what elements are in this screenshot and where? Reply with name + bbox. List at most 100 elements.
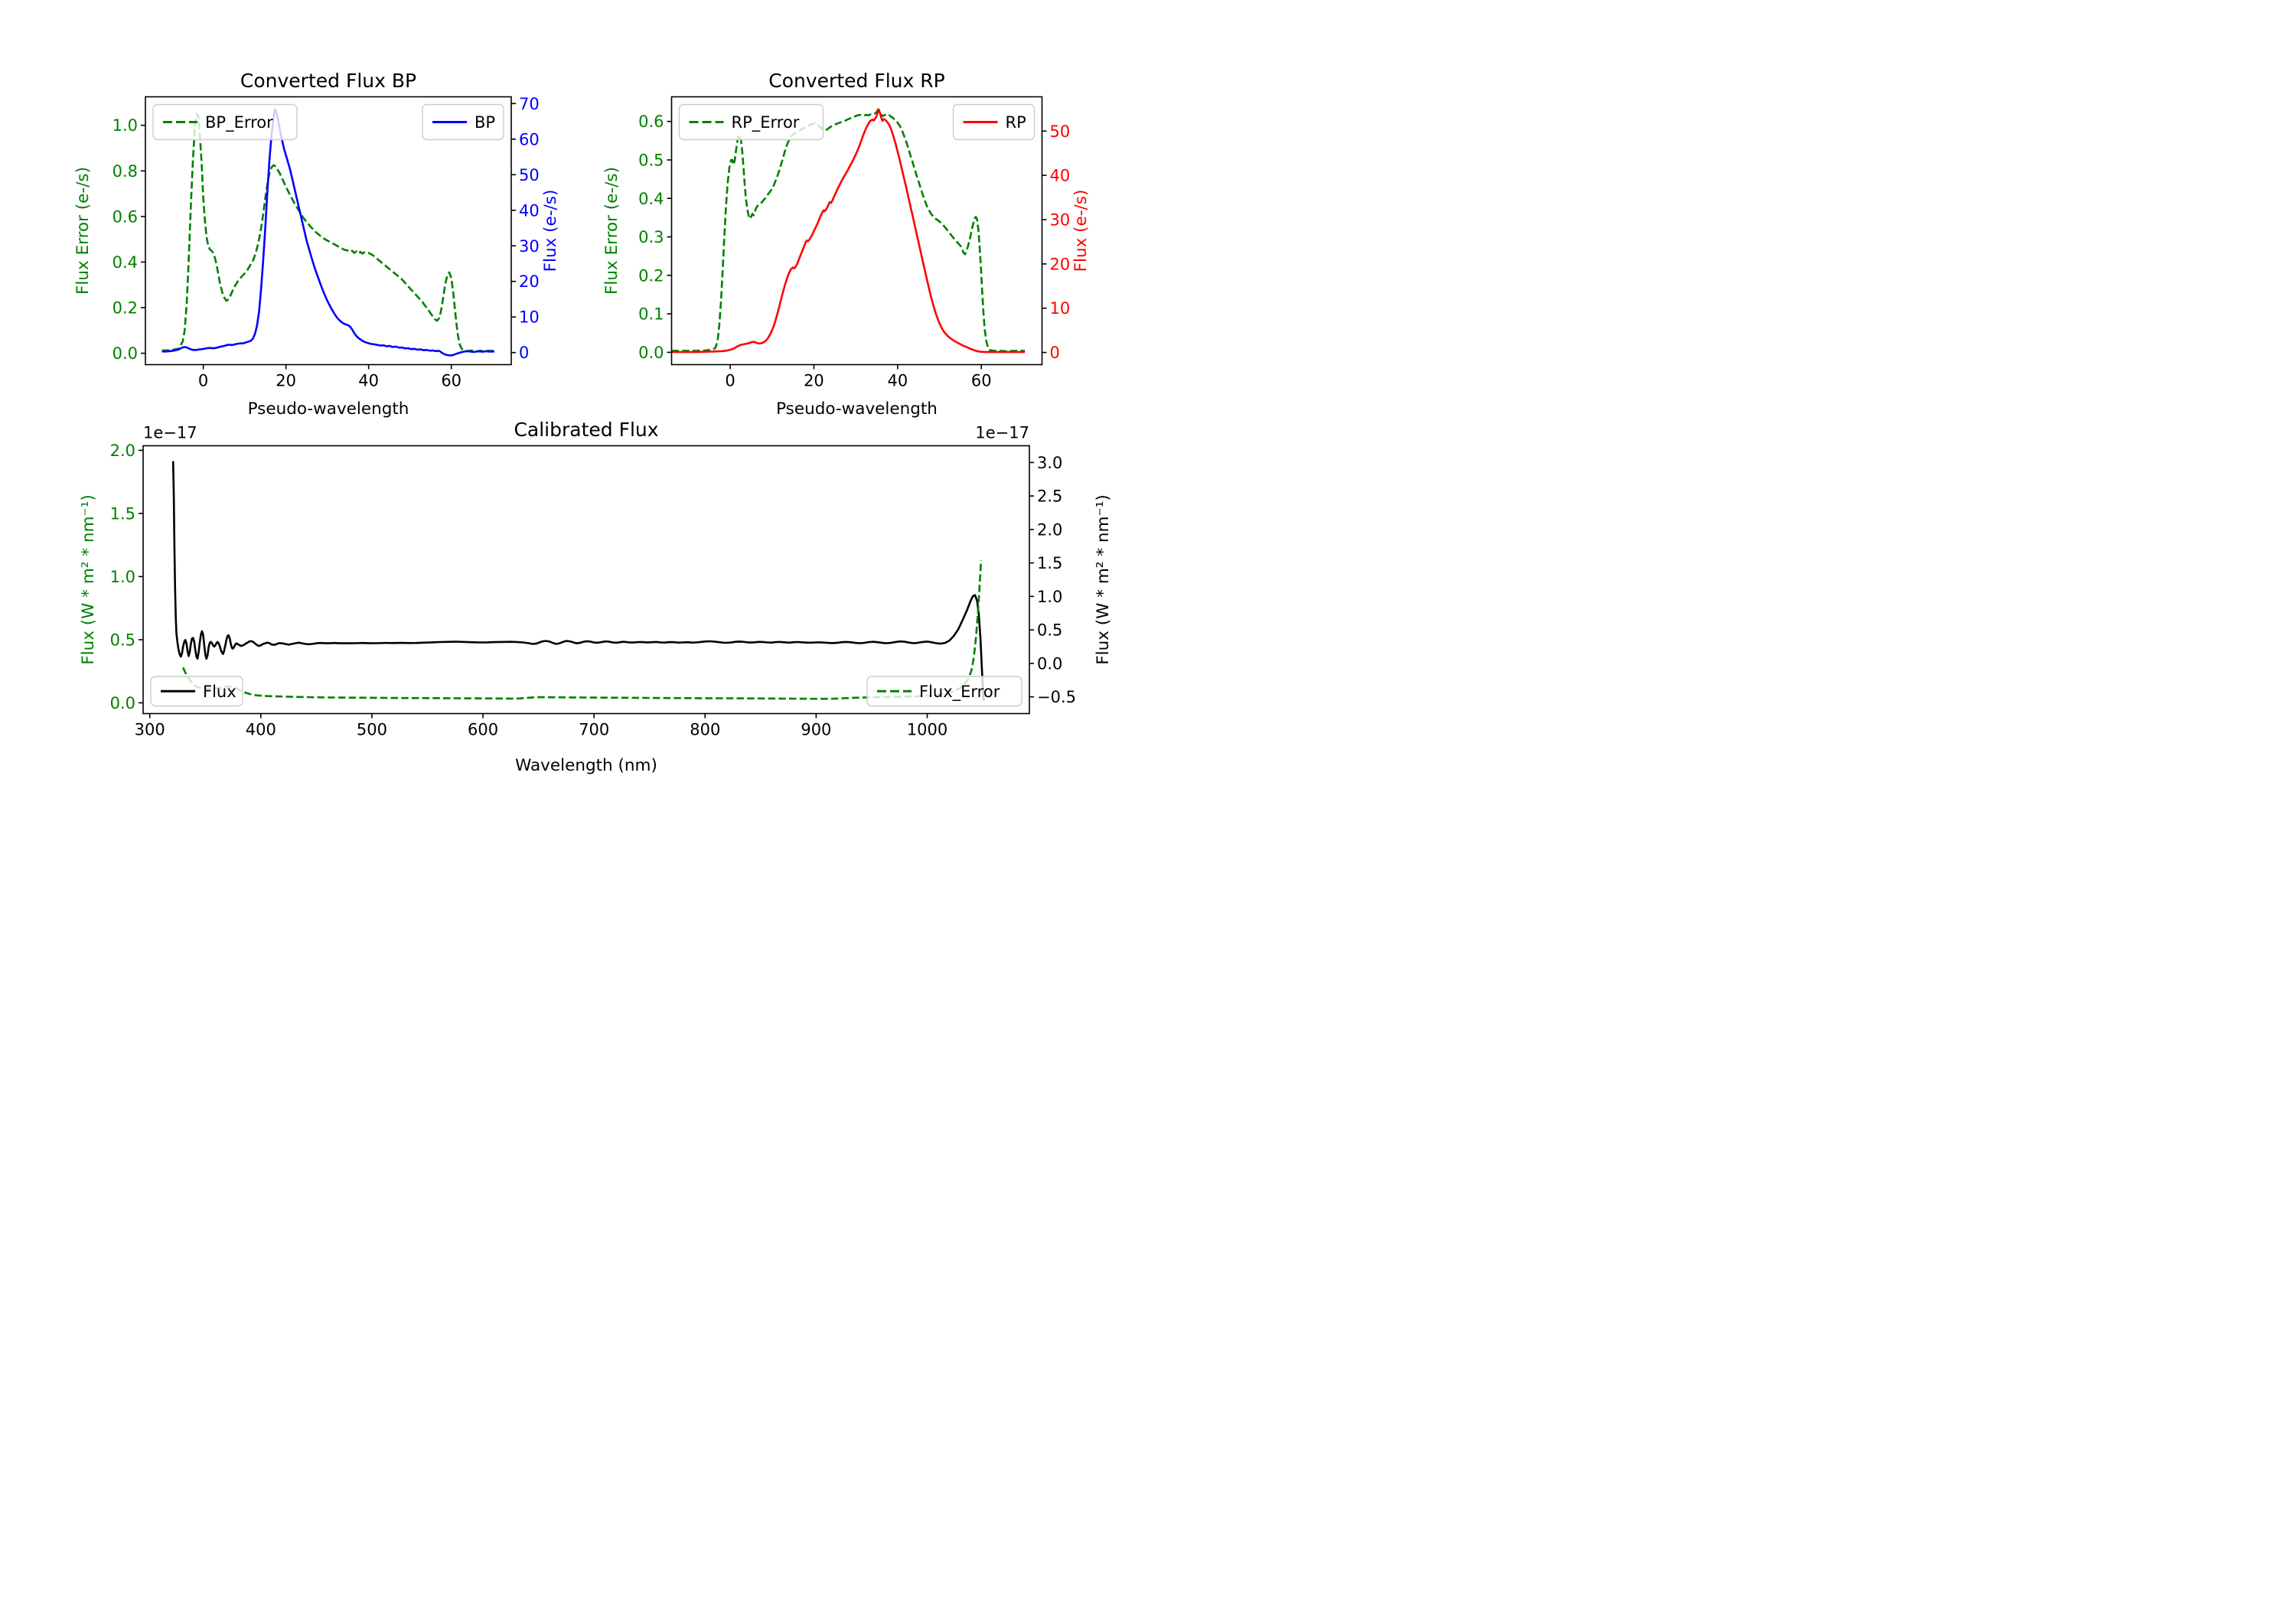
legend-label: RP_Error xyxy=(732,113,800,132)
left-tick-label: 0.0 xyxy=(113,344,138,363)
left-tick-label: 1.0 xyxy=(113,116,138,135)
subplot-converted-flux-rp: 0 20 40 60 0.0 0.1 0.2 0.3 0.4 0.5 0.6 0 10 20 30 40 50 C… xyxy=(602,70,1091,419)
right-offset-label: 1e−17 xyxy=(975,424,1029,442)
left-tick-label: 0.2 xyxy=(113,299,138,318)
legend-frame xyxy=(678,103,824,141)
x-tick-label: 1000 xyxy=(907,721,947,739)
left-tick-label: 0.5 xyxy=(110,631,135,649)
right-tick-label: 10 xyxy=(1050,299,1071,318)
figure-root: 0 20 40 60 0.0 0.2 0.4 0.6 0.8 1.0 0 10 20 30 40 50 60 70… xyxy=(0,0,1148,804)
left-tick-label: 0.1 xyxy=(638,305,664,324)
left-tick-label: 0.3 xyxy=(638,228,664,246)
right-axis-label: Flux (W * m² * nm⁻¹) xyxy=(1094,494,1113,665)
x-tick-label: 500 xyxy=(357,721,387,739)
legend-RP_Error: RP_Error xyxy=(678,103,824,141)
x-tick-label: 20 xyxy=(276,372,296,390)
figure-canvas: 0 20 40 60 0.0 0.2 0.4 0.6 0.8 1.0 0 10 20 30 40 50 60 70… xyxy=(0,0,1148,804)
left-tick-label: 0.5 xyxy=(638,151,664,169)
legend-BP_Error: BP_Error xyxy=(152,103,298,141)
right-tick-label: 30 xyxy=(1050,211,1071,230)
chart-title-converted-flux-bp: Converted Flux BP xyxy=(240,70,416,92)
legend-Flux_Error: Flux_Error xyxy=(866,676,1022,707)
left-tick-label: 0.0 xyxy=(110,694,135,712)
right-tick-label: 70 xyxy=(519,95,540,113)
x-tick-label: 300 xyxy=(135,721,165,739)
right-tick-label: 20 xyxy=(519,272,540,291)
subplot-calibrated-flux: 300 400 500 600 700 800 900 1000 0.0 0.5 1.0 1.5 2.0… xyxy=(79,419,1113,775)
legend-BP: BP xyxy=(422,103,504,141)
x-tick-label: 800 xyxy=(690,721,720,739)
left-tick-label: 0.4 xyxy=(638,190,664,208)
right-tick-label: 2.5 xyxy=(1037,487,1062,506)
series-RP xyxy=(671,108,1026,354)
legend-label: BP xyxy=(475,113,495,132)
axes-spines xyxy=(670,96,1043,366)
right-tick-label: 1.5 xyxy=(1037,554,1062,572)
chart-title-calibrated-flux: Calibrated Flux xyxy=(514,419,658,441)
right-tick-label: 40 xyxy=(1050,167,1071,185)
series-Flux xyxy=(171,461,985,701)
right-tick-label: 60 xyxy=(519,130,540,148)
x-tick-label: 60 xyxy=(441,372,461,390)
left-tick-label: 0.0 xyxy=(638,344,664,362)
right-tick-label: 10 xyxy=(519,308,540,327)
right-tick-label: 1.0 xyxy=(1037,588,1062,606)
legend-Flux: Flux xyxy=(150,676,243,707)
right-tick-label: 50 xyxy=(519,166,540,184)
left-tick-label: 1.0 xyxy=(110,568,135,586)
x-tick-label: 400 xyxy=(246,721,276,739)
legend-RP: RP xyxy=(952,103,1035,141)
right-tick-label: 0 xyxy=(1050,344,1060,362)
legend-frame xyxy=(152,103,298,141)
series-group-converted-flux-bp xyxy=(161,108,494,357)
x-tick-label: 60 xyxy=(971,372,992,390)
left-offset-label: 1e−17 xyxy=(143,424,197,442)
x-tick-label: 40 xyxy=(358,372,379,390)
legend-label: Flux_Error xyxy=(919,683,1000,702)
right-tick-label: 0 xyxy=(519,344,529,362)
right-axis-label: Flux (e-/s) xyxy=(541,190,560,272)
left-tick-label: 2.0 xyxy=(110,442,135,460)
right-tick-label: 40 xyxy=(519,201,540,220)
right-axis-label: Flux (e-/s) xyxy=(1071,190,1091,272)
left-axis-label: Flux Error (e-/s) xyxy=(73,167,93,295)
x-tick-label: 40 xyxy=(887,372,908,390)
right-tick-label: −0.5 xyxy=(1037,688,1076,706)
legend-label: Flux xyxy=(203,683,236,701)
left-tick-label: 1.5 xyxy=(110,504,135,523)
legend-frame xyxy=(866,676,1022,707)
left-tick-label: 0.8 xyxy=(113,162,138,181)
x-axis-label: Wavelength (nm) xyxy=(515,756,657,775)
chart-title-converted-flux-rp: Converted Flux RP xyxy=(768,70,944,92)
series-BP_Error xyxy=(161,112,494,353)
left-tick-label: 0.2 xyxy=(638,266,664,285)
right-tick-label: 0.0 xyxy=(1037,654,1062,673)
x-tick-label: 20 xyxy=(804,372,824,390)
right-tick-label: 30 xyxy=(519,237,540,256)
series-RP_Error xyxy=(671,108,1026,353)
axes-spines xyxy=(142,445,1030,715)
series-BP xyxy=(161,108,494,357)
x-tick-label: 700 xyxy=(579,721,609,739)
left-axis-label: Flux (W * m² * nm⁻¹) xyxy=(79,494,98,665)
x-tick-label: 0 xyxy=(198,372,208,390)
right-tick-label: 50 xyxy=(1050,122,1071,141)
left-tick-label: 0.6 xyxy=(113,207,138,226)
series-group-converted-flux-rp xyxy=(671,108,1026,354)
x-axis-label: Pseudo-wavelength xyxy=(248,399,409,419)
legend-label: RP xyxy=(1006,113,1026,132)
right-tick-label: 20 xyxy=(1050,255,1071,273)
legend-frame xyxy=(150,676,243,707)
x-tick-label: 600 xyxy=(468,721,498,739)
x-tick-label: 0 xyxy=(725,372,735,390)
left-tick-label: 0.4 xyxy=(113,253,138,272)
x-tick-label: 900 xyxy=(801,721,831,739)
left-tick-label: 0.6 xyxy=(638,112,664,131)
axes-spines xyxy=(145,96,512,366)
left-axis-label: Flux Error (e-/s) xyxy=(602,167,621,295)
subplot-converted-flux-bp: 0 20 40 60 0.0 0.2 0.4 0.6 0.8 1.0 0 10 20 30 40 50 60 70… xyxy=(73,70,560,419)
right-tick-label: 0.5 xyxy=(1037,621,1062,640)
legend-label: BP_Error xyxy=(205,113,273,132)
x-axis-label: Pseudo-wavelength xyxy=(776,399,938,419)
right-tick-label: 2.0 xyxy=(1037,520,1062,539)
